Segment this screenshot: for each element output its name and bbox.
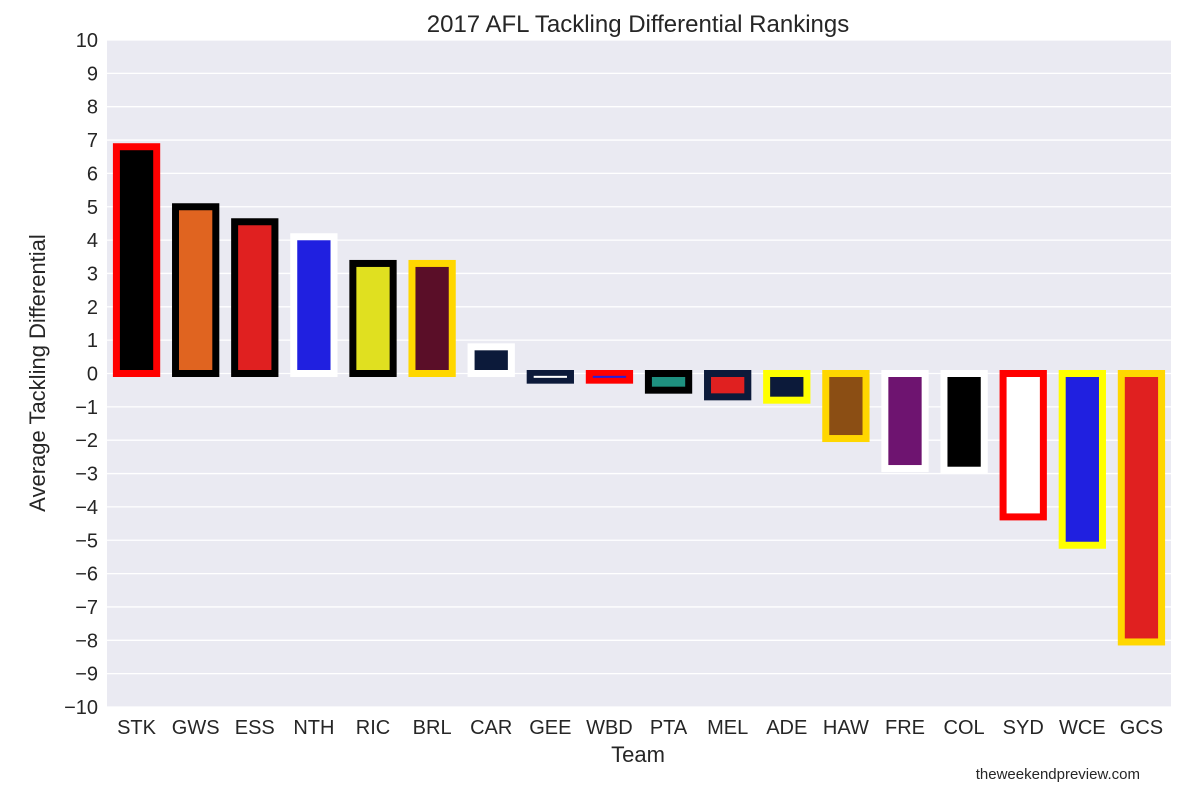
bar-nth bbox=[290, 233, 338, 377]
bar-gws bbox=[172, 203, 220, 377]
y-tick-label: −8 bbox=[75, 630, 98, 652]
y-tick-label: −10 bbox=[64, 697, 98, 719]
bar-fill bbox=[1124, 377, 1159, 639]
y-tick-label: −4 bbox=[75, 497, 98, 519]
bar-fill bbox=[297, 240, 331, 370]
bar-ess bbox=[231, 218, 279, 377]
y-tick-label: 8 bbox=[87, 97, 98, 119]
y-tick-label: −6 bbox=[75, 564, 98, 586]
bar-fill bbox=[947, 377, 981, 467]
y-tick-label: 4 bbox=[87, 230, 98, 252]
bar-fill bbox=[651, 377, 686, 387]
x-tick-label: ESS bbox=[235, 717, 275, 739]
x-tick-label: GCS bbox=[1120, 717, 1163, 739]
x-axis-label: Team bbox=[611, 742, 665, 767]
bar-fill bbox=[238, 225, 272, 370]
x-tick-label: RIC bbox=[356, 717, 390, 739]
bar-fill bbox=[888, 377, 922, 466]
x-tick-label: ADE bbox=[766, 717, 807, 739]
bar-fill bbox=[533, 375, 567, 378]
bar-fill bbox=[474, 350, 508, 370]
y-tick-label: 0 bbox=[87, 364, 98, 386]
bar-fill bbox=[119, 150, 154, 370]
bar-ric bbox=[349, 259, 397, 377]
bar-fill bbox=[179, 210, 213, 370]
bar-fill bbox=[1006, 377, 1040, 514]
x-tick-label: BRL bbox=[413, 717, 452, 739]
x-tick-label: WCE bbox=[1059, 717, 1106, 739]
bar-wbd bbox=[585, 370, 634, 384]
bar-fill bbox=[770, 377, 804, 397]
bar-brl bbox=[408, 259, 456, 377]
bar-car bbox=[467, 343, 515, 377]
y-tick-label: 6 bbox=[87, 163, 98, 185]
x-tick-label: GEE bbox=[529, 717, 571, 739]
bar-fill bbox=[592, 375, 627, 378]
bars bbox=[112, 143, 1166, 646]
x-tick-label: WBD bbox=[586, 717, 633, 739]
bar-fill bbox=[356, 266, 390, 370]
x-tick-label: SYD bbox=[1003, 717, 1044, 739]
bar-fill bbox=[1065, 377, 1099, 542]
y-tick-label: 9 bbox=[87, 63, 98, 85]
bar-gee bbox=[526, 370, 574, 384]
x-tick-labels: STK GWS ESS NTH RIC BRL CAR GEE WBD PTA MEL ADE HAW F… bbox=[117, 717, 1163, 739]
x-tick-label: GWS bbox=[172, 717, 220, 739]
bar-fre bbox=[881, 370, 929, 473]
bar-col bbox=[940, 370, 988, 474]
y-tick-label: 3 bbox=[87, 263, 98, 285]
credit-text: theweekendpreview.com bbox=[976, 766, 1140, 783]
x-tick-label: HAW bbox=[823, 717, 869, 739]
x-tick-label: MEL bbox=[707, 717, 748, 739]
y-tick-label: 7 bbox=[87, 130, 98, 152]
bar-pta bbox=[644, 370, 693, 394]
y-axis-label: Average Tackling Differential bbox=[25, 234, 50, 512]
x-tick-label: CAR bbox=[470, 717, 512, 739]
bar-mel bbox=[704, 370, 752, 401]
bar-gcs bbox=[1117, 370, 1166, 646]
y-tick-label: 10 bbox=[76, 30, 98, 52]
chart-title: 2017 AFL Tackling Differential Rankings bbox=[427, 11, 849, 38]
y-tick-label: 1 bbox=[87, 330, 98, 352]
x-tick-label: FRE bbox=[885, 717, 925, 739]
bar-fill bbox=[829, 377, 863, 436]
bar-stk bbox=[112, 143, 161, 377]
bar-fill bbox=[415, 266, 449, 370]
y-tick-label: −1 bbox=[75, 397, 98, 419]
y-tick-label: 2 bbox=[87, 297, 98, 319]
x-tick-label: PTA bbox=[650, 717, 688, 739]
grid-lines bbox=[107, 39, 1171, 708]
y-tick-label: −9 bbox=[75, 664, 98, 686]
bar-wce bbox=[1058, 370, 1106, 549]
y-tick-label: −5 bbox=[75, 530, 98, 552]
x-tick-label: NTH bbox=[293, 717, 334, 739]
x-tick-label: COL bbox=[944, 717, 985, 739]
y-tick-label: −3 bbox=[75, 464, 98, 486]
bar-haw bbox=[822, 370, 870, 443]
x-tick-label: STK bbox=[117, 717, 157, 739]
y-tick-label: −7 bbox=[75, 597, 98, 619]
bar-fill bbox=[711, 377, 745, 394]
y-tick-label: 5 bbox=[87, 197, 98, 219]
bar-syd bbox=[999, 370, 1047, 521]
bar-ade bbox=[763, 370, 811, 404]
y-tick-label: −2 bbox=[75, 430, 98, 452]
